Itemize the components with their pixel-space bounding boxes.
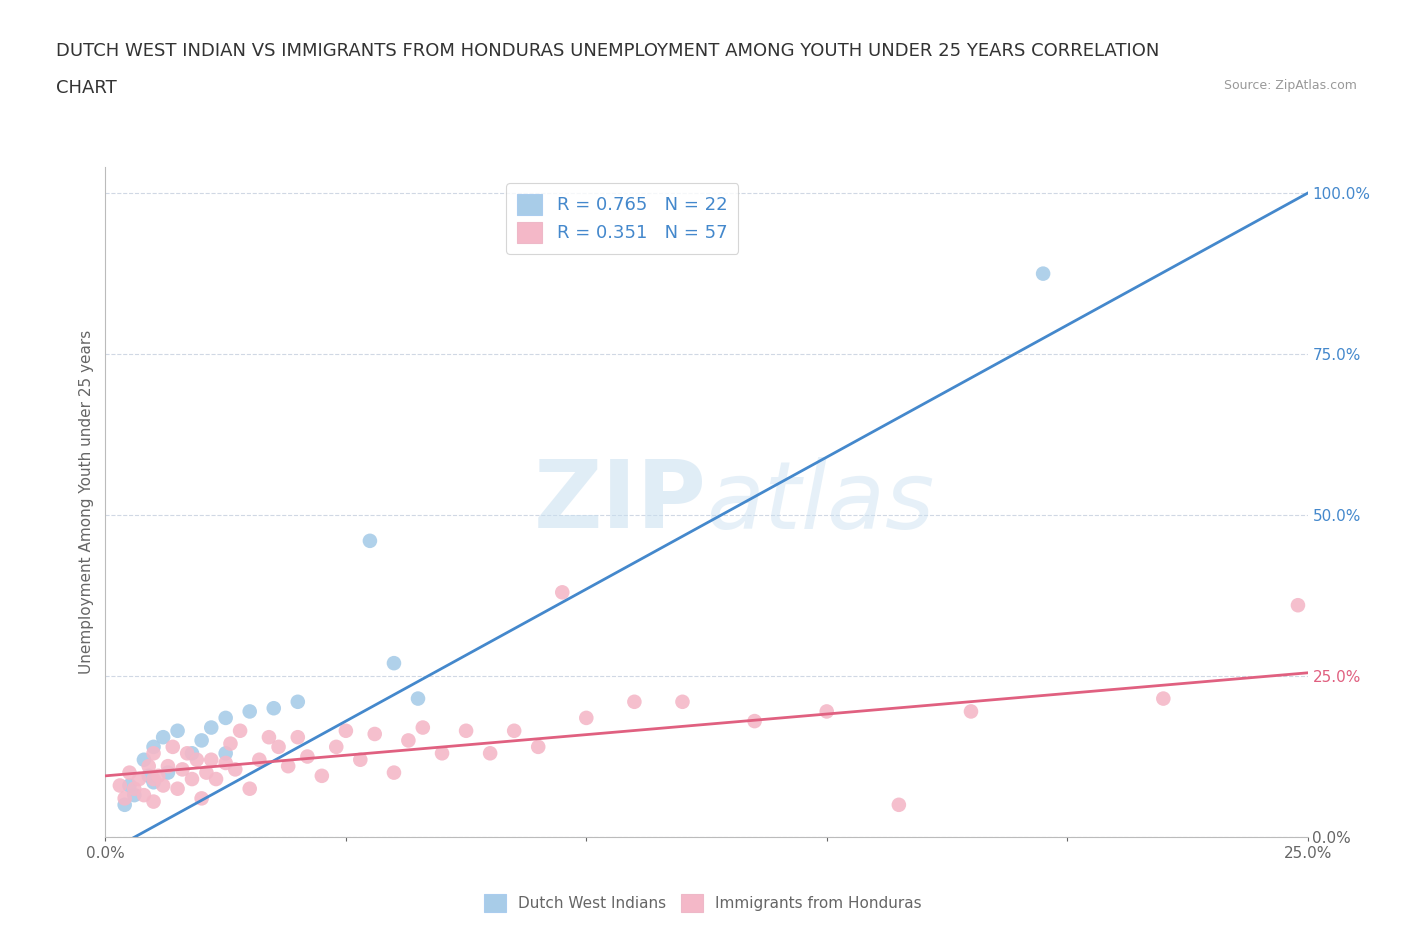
Point (200, 752, 222, 767)
Point (382, 656, 405, 671)
Point (623, 695, 645, 710)
Point (1152, 691, 1174, 706)
Point (214, 746, 236, 761)
Text: DUTCH WEST INDIAN VS IMMIGRANTS FROM HONDURAS UNEMPLOYMENT AMONG YOUTH UNDER 25 : DUTCH WEST INDIAN VS IMMIGRANTS FROM HON… (56, 42, 1160, 60)
Legend: R = 0.765   N = 22, R = 0.351   N = 57: R = 0.765 N = 22, R = 0.351 N = 57 (506, 183, 738, 254)
Point (575, 711, 598, 725)
Point (118, 778, 141, 793)
Point (148, 768, 170, 783)
Point (960, 704, 983, 719)
Point (257, 730, 280, 745)
Point (114, 790, 136, 805)
Point (454, 724, 477, 738)
Point (671, 695, 693, 710)
Point (527, 739, 550, 754)
Point (364, 726, 387, 741)
Point (744, 713, 766, 728)
Point (166, 724, 188, 738)
Text: atlas: atlas (707, 457, 935, 548)
Point (162, 739, 184, 754)
Y-axis label: Unemployment Among Youth under 25 years: Unemployment Among Youth under 25 years (79, 330, 94, 674)
Point (247, 752, 270, 767)
Point (1032, 266, 1054, 281)
Point (297, 749, 319, 764)
Legend: Dutch West Indians, Immigrants from Honduras: Dutch West Indians, Immigrants from Hond… (478, 888, 928, 918)
Text: CHART: CHART (56, 79, 117, 97)
Point (224, 762, 246, 777)
Point (503, 724, 526, 738)
Point (1286, 598, 1309, 613)
Point (152, 730, 174, 745)
Point (396, 733, 419, 748)
Point (186, 752, 208, 767)
Point (172, 762, 194, 777)
Point (176, 746, 198, 761)
Point (138, 768, 160, 783)
Point (142, 746, 165, 761)
Point (214, 755, 236, 770)
Point (406, 691, 429, 706)
Point (815, 704, 838, 719)
Point (277, 759, 299, 774)
Point (132, 788, 155, 803)
Point (287, 695, 309, 710)
Point (325, 739, 347, 754)
Point (190, 790, 212, 805)
Point (114, 797, 136, 812)
Point (205, 772, 228, 787)
Point (142, 794, 165, 809)
Point (267, 739, 290, 754)
Point (124, 788, 146, 803)
Point (181, 772, 204, 787)
Point (195, 765, 218, 780)
Point (382, 765, 405, 780)
Point (239, 704, 262, 719)
Point (887, 797, 910, 812)
Point (166, 781, 188, 796)
Point (349, 752, 371, 767)
Point (219, 737, 242, 751)
Point (190, 733, 212, 748)
Point (214, 711, 236, 725)
Point (156, 759, 179, 774)
Point (311, 768, 333, 783)
Point (132, 752, 155, 767)
Text: ZIP: ZIP (534, 457, 707, 548)
Point (200, 720, 222, 735)
Point (229, 724, 252, 738)
Point (359, 534, 381, 549)
Point (142, 772, 165, 787)
Point (412, 720, 434, 735)
Point (335, 724, 357, 738)
Point (142, 775, 165, 790)
Point (152, 778, 174, 793)
Point (430, 746, 453, 761)
Point (118, 765, 141, 780)
Point (124, 781, 146, 796)
Text: Source: ZipAtlas.com: Source: ZipAtlas.com (1223, 79, 1357, 92)
Point (181, 746, 204, 761)
Point (263, 701, 285, 716)
Point (239, 781, 262, 796)
Point (138, 759, 160, 774)
Point (156, 765, 179, 780)
Point (287, 730, 309, 745)
Point (128, 772, 150, 787)
Point (551, 585, 574, 600)
Point (108, 778, 131, 793)
Point (142, 739, 165, 754)
Point (479, 746, 502, 761)
